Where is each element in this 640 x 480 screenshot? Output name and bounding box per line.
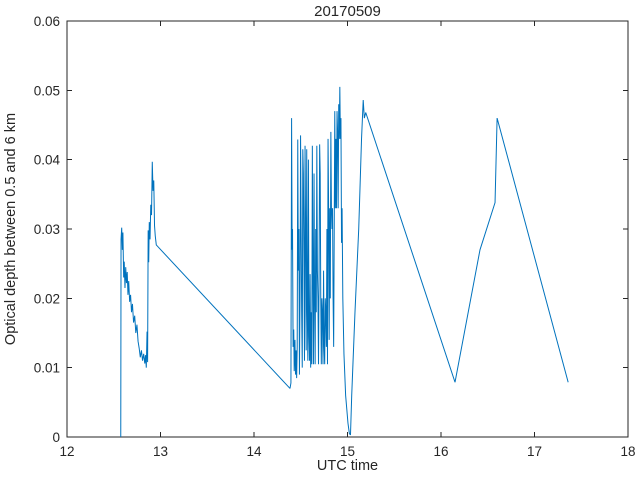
- y-axis-label: Optical depth between 0.5 and 6 km: [3, 112, 19, 346]
- data-line-series: [120, 86, 569, 438]
- x-axis-label: UTC time: [316, 458, 379, 474]
- x-tick-label: 18: [620, 444, 635, 459]
- x-tick-label: 15: [340, 444, 355, 459]
- x-tick-label: 17: [527, 444, 542, 459]
- x-tick-label: 12: [59, 444, 74, 459]
- x-tick-label: 13: [153, 444, 168, 459]
- y-tick-label: 0.02: [34, 291, 60, 306]
- y-tick-label: 0.06: [34, 14, 60, 29]
- x-tick-label: 14: [246, 444, 262, 459]
- axis-box: [66, 20, 629, 438]
- chart-title: 20170509: [314, 3, 381, 20]
- y-tick-label: 0.03: [34, 222, 60, 237]
- y-tick-label: 0: [52, 430, 60, 445]
- y-tick-label: 0.01: [34, 361, 60, 376]
- y-tick-label: 0.05: [34, 83, 60, 98]
- y-tick-label: 0.04: [34, 153, 61, 168]
- x-tick-label: 16: [433, 444, 448, 459]
